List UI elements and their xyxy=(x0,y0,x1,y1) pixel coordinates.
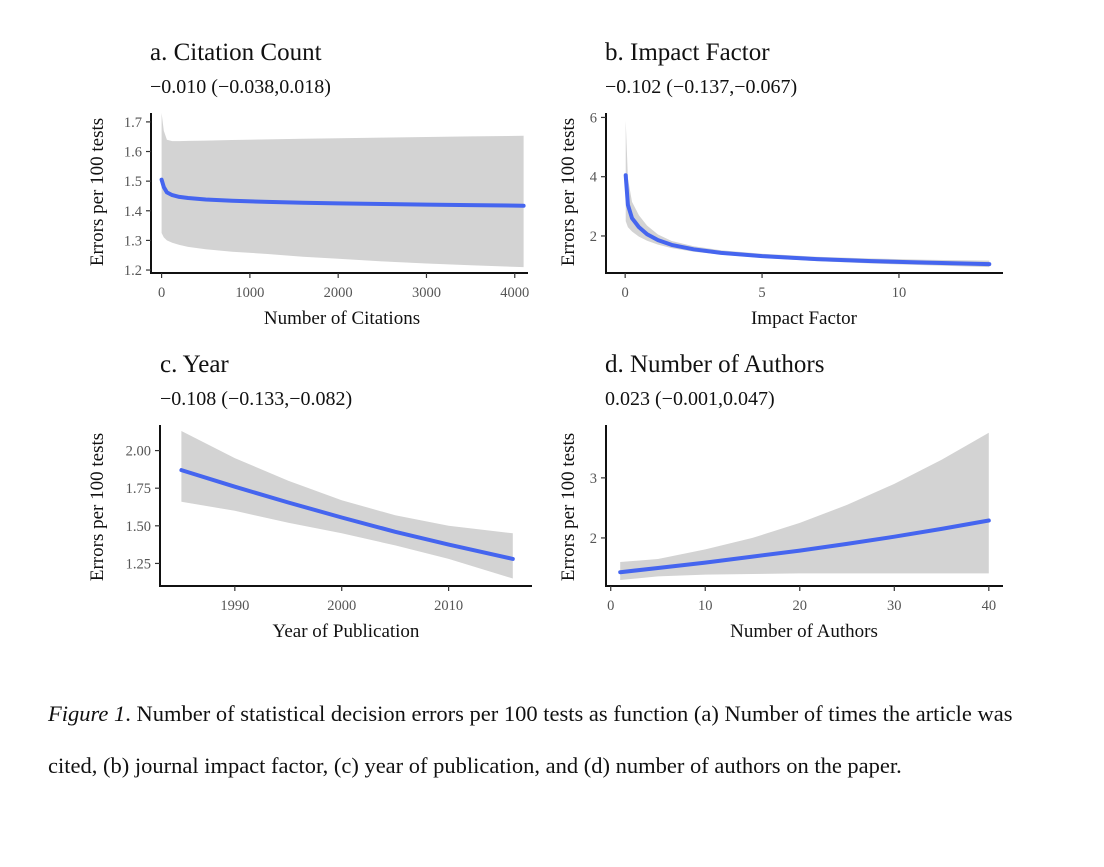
panel-b-title: b. Impact Factor xyxy=(605,39,770,66)
panel-d-confidence-band xyxy=(620,432,989,580)
panel-year: c. Year −0.108 (−0.133,−0.082) Errors pe… xyxy=(87,351,532,642)
panel-d-xtick-label: 20 xyxy=(793,598,808,614)
panel-a-xtick-label: 2000 xyxy=(324,285,353,301)
panel-c-xlabel: Year of Publication xyxy=(273,621,420,642)
panel-c-xtick-label: 1990 xyxy=(220,598,249,614)
panel-b-ylabel: Errors per 100 tests xyxy=(558,118,579,266)
panel-d-xtick-label: 40 xyxy=(982,598,997,614)
panel-a-xtick-label: 1000 xyxy=(235,285,264,301)
panel-a-title: a. Citation Count xyxy=(150,39,322,66)
panel-c-xtick-label: 2000 xyxy=(327,598,356,614)
panel-d-title: d. Number of Authors xyxy=(605,351,824,378)
panel-d-ylabel: Errors per 100 tests xyxy=(558,433,579,581)
panel-a-ytick-label: 1.7 xyxy=(124,115,142,131)
panel-d-xtick-label: 0 xyxy=(607,598,614,614)
panel-a-xtick-label: 4000 xyxy=(500,285,529,301)
panel-citation-count: a. Citation Count −0.010 (−0.038,0.018) … xyxy=(87,39,529,329)
panel-d-fit-line xyxy=(618,518,991,575)
panel-b-xtick-label: 10 xyxy=(892,285,907,301)
panel-b-fit-line xyxy=(623,173,992,267)
panel-d-ytick-label: 3 xyxy=(590,471,597,487)
panel-number-of-authors: d. Number of Authors 0.023 (−0.001,0.047… xyxy=(558,351,1003,642)
panel-d-ytick-label: 2 xyxy=(590,531,597,547)
panel-a-ytick-label: 1.3 xyxy=(124,233,142,249)
panel-c-plot-area: 1990 2000 2010 1.25 1.50 1.75 2.00 xyxy=(126,425,532,614)
panel-c-title: c. Year xyxy=(160,351,229,378)
panel-c-ytick-label: 1.50 xyxy=(126,519,151,535)
panel-a-ylabel: Errors per 100 tests xyxy=(87,118,108,266)
panel-c-ytick-label: 2.00 xyxy=(126,444,151,460)
panel-a-ytick-label: 1.5 xyxy=(124,174,142,190)
panel-b-plot-area: 0 5 10 2 4 6 xyxy=(590,110,1003,301)
panel-d-xtick-label: 10 xyxy=(698,598,713,614)
panel-b-xtick-label: 0 xyxy=(622,285,629,301)
panel-d-xtick-label: 30 xyxy=(887,598,902,614)
panel-a-ytick-label: 1.4 xyxy=(124,204,143,220)
panel-a-plot-area: 0 1000 2000 3000 4000 1.2 1.3 1.4 1.5 1.6 1.7 xyxy=(124,113,529,301)
panel-c-ylabel: Errors per 100 tests xyxy=(87,433,108,581)
panel-b-xlabel: Impact Factor xyxy=(751,308,858,329)
panel-b-ytick-label: 2 xyxy=(590,229,597,245)
caption-label: Figure 1 xyxy=(48,701,126,726)
panel-a-xlabel: Number of Citations xyxy=(264,308,420,329)
panel-c-ytick-label: 1.75 xyxy=(126,481,151,497)
panel-b-ytick-label: 4 xyxy=(590,170,598,186)
caption-text: . Number of statistical decision errors … xyxy=(48,701,1013,778)
figure-panels: a. Citation Count −0.010 (−0.038,0.018) … xyxy=(87,39,1003,642)
panel-b-xtick-label: 5 xyxy=(758,285,765,301)
panel-c-confidence-band xyxy=(181,431,513,579)
panel-a-ytick-label: 1.2 xyxy=(124,263,142,279)
panel-d-plot-area: 0 10 20 30 40 2 3 xyxy=(590,425,1003,614)
panel-c-ytick-label: 1.25 xyxy=(126,556,151,572)
panel-a-ytick-label: 1.6 xyxy=(124,145,142,161)
panel-a-fit-line xyxy=(159,177,526,208)
figure-caption: Figure 1. Number of statistical decision… xyxy=(48,688,1058,792)
panel-a-confidence-band xyxy=(161,113,524,268)
panel-b-estimate: −0.102 (−0.137,−0.067) xyxy=(605,76,797,98)
panel-a-xtick-label: 3000 xyxy=(412,285,441,301)
panel-d-estimate: 0.023 (−0.001,0.047) xyxy=(605,388,775,410)
panel-a-xtick-label: 0 xyxy=(158,285,165,301)
panel-d-xlabel: Number of Authors xyxy=(730,621,878,642)
panel-c-xtick-label: 2010 xyxy=(434,598,463,614)
panel-c-fit-line xyxy=(179,468,515,561)
panel-a-estimate: −0.010 (−0.038,0.018) xyxy=(150,76,331,98)
panel-b-ytick-label: 6 xyxy=(590,110,597,126)
panel-impact-factor: b. Impact Factor −0.102 (−0.137,−0.067) … xyxy=(558,39,1003,329)
panel-c-estimate: −0.108 (−0.133,−0.082) xyxy=(160,388,352,410)
